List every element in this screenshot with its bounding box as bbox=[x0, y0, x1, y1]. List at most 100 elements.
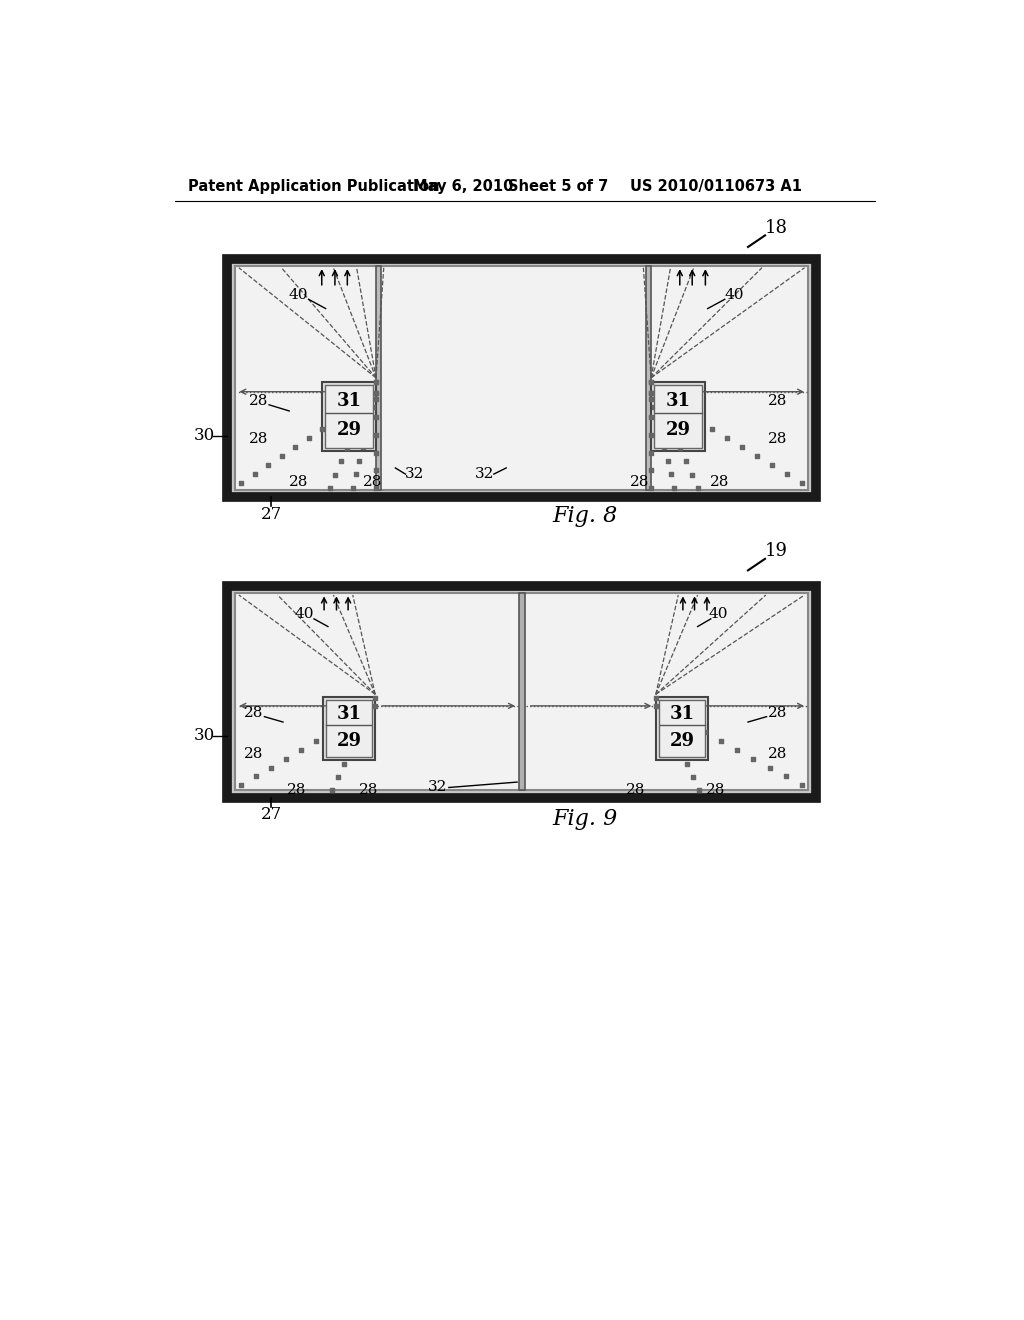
Point bbox=[659, 450, 676, 471]
Point bbox=[647, 696, 664, 717]
Point bbox=[368, 442, 384, 463]
Point bbox=[341, 401, 357, 422]
Point bbox=[300, 428, 316, 449]
Text: 27: 27 bbox=[261, 807, 282, 822]
Point bbox=[680, 713, 696, 734]
Point bbox=[368, 478, 384, 499]
Point bbox=[324, 779, 340, 800]
Point bbox=[328, 409, 344, 430]
Point bbox=[368, 459, 384, 480]
Point bbox=[745, 748, 762, 770]
Text: 19: 19 bbox=[764, 543, 787, 560]
Point bbox=[247, 463, 263, 484]
Bar bbox=[227, 259, 816, 498]
Point bbox=[643, 442, 659, 463]
Point bbox=[713, 730, 729, 751]
Text: 28: 28 bbox=[626, 783, 645, 797]
Text: 31: 31 bbox=[666, 392, 691, 411]
Text: 28: 28 bbox=[288, 783, 306, 797]
Point bbox=[673, 741, 689, 762]
Bar bbox=[651, 381, 706, 451]
Point bbox=[348, 727, 365, 748]
Point bbox=[649, 409, 666, 430]
Text: 31: 31 bbox=[670, 705, 694, 723]
Point bbox=[643, 371, 659, 392]
Text: 28: 28 bbox=[630, 475, 649, 488]
Point bbox=[703, 418, 720, 440]
Text: 28: 28 bbox=[249, 393, 268, 408]
Text: 30: 30 bbox=[194, 727, 215, 744]
Bar bbox=[322, 381, 376, 451]
Point bbox=[344, 478, 360, 499]
Point bbox=[322, 478, 338, 499]
Bar bbox=[326, 700, 372, 756]
Text: 28: 28 bbox=[244, 706, 263, 719]
Bar bbox=[654, 385, 702, 447]
Point bbox=[337, 713, 353, 734]
Point bbox=[643, 383, 659, 404]
Text: 29: 29 bbox=[336, 731, 361, 750]
Point bbox=[643, 478, 659, 499]
Text: Patent Application Publication: Patent Application Publication bbox=[188, 180, 440, 194]
Point bbox=[643, 424, 659, 445]
Text: 30: 30 bbox=[194, 428, 215, 444]
Point bbox=[232, 775, 249, 796]
Point bbox=[367, 688, 383, 709]
Point bbox=[314, 418, 331, 440]
Point bbox=[278, 748, 294, 770]
Point bbox=[678, 451, 694, 473]
Text: 28: 28 bbox=[768, 433, 787, 446]
Point bbox=[684, 465, 700, 486]
Point bbox=[354, 714, 371, 735]
Bar bbox=[234, 594, 809, 789]
Point bbox=[351, 450, 368, 471]
Text: 29: 29 bbox=[670, 731, 694, 750]
Text: Fig. 9: Fig. 9 bbox=[553, 808, 617, 830]
Text: 32: 32 bbox=[475, 467, 495, 480]
Point bbox=[368, 383, 384, 404]
Point bbox=[685, 766, 701, 787]
Point bbox=[273, 446, 290, 467]
Bar bbox=[518, 594, 525, 789]
Point bbox=[667, 727, 683, 748]
Point bbox=[287, 437, 303, 458]
Text: 28: 28 bbox=[768, 706, 787, 719]
Text: 28: 28 bbox=[362, 475, 382, 488]
Point bbox=[691, 779, 708, 800]
Point bbox=[361, 409, 378, 430]
Text: Fig. 8: Fig. 8 bbox=[553, 506, 617, 528]
Bar bbox=[234, 267, 809, 490]
Point bbox=[646, 396, 663, 417]
Point bbox=[649, 384, 666, 405]
Point bbox=[293, 739, 309, 760]
Point bbox=[656, 437, 673, 458]
Point bbox=[365, 396, 381, 417]
Point bbox=[330, 766, 346, 787]
Point bbox=[356, 397, 373, 418]
Bar bbox=[227, 586, 816, 797]
Text: 28: 28 bbox=[768, 393, 787, 408]
Text: 28: 28 bbox=[358, 783, 378, 797]
Text: 18: 18 bbox=[764, 219, 787, 236]
Point bbox=[352, 704, 369, 725]
Point bbox=[660, 714, 677, 735]
Point bbox=[260, 455, 276, 477]
Bar bbox=[658, 700, 706, 756]
Text: May 6, 2010: May 6, 2010 bbox=[414, 180, 514, 194]
Point bbox=[232, 473, 249, 494]
Bar bbox=[325, 385, 373, 447]
Text: 32: 32 bbox=[406, 467, 424, 480]
Point bbox=[719, 428, 735, 449]
Text: 28: 28 bbox=[249, 433, 268, 446]
Text: 28: 28 bbox=[706, 783, 725, 797]
Point bbox=[663, 463, 679, 484]
Point bbox=[336, 752, 352, 774]
Point bbox=[667, 478, 683, 499]
Text: US 2010/0110673 A1: US 2010/0110673 A1 bbox=[630, 180, 802, 194]
Point bbox=[779, 463, 796, 484]
Text: 28: 28 bbox=[289, 475, 308, 488]
Point bbox=[647, 688, 664, 709]
Text: 29: 29 bbox=[336, 421, 361, 440]
Point bbox=[654, 397, 671, 418]
Point bbox=[354, 392, 371, 413]
